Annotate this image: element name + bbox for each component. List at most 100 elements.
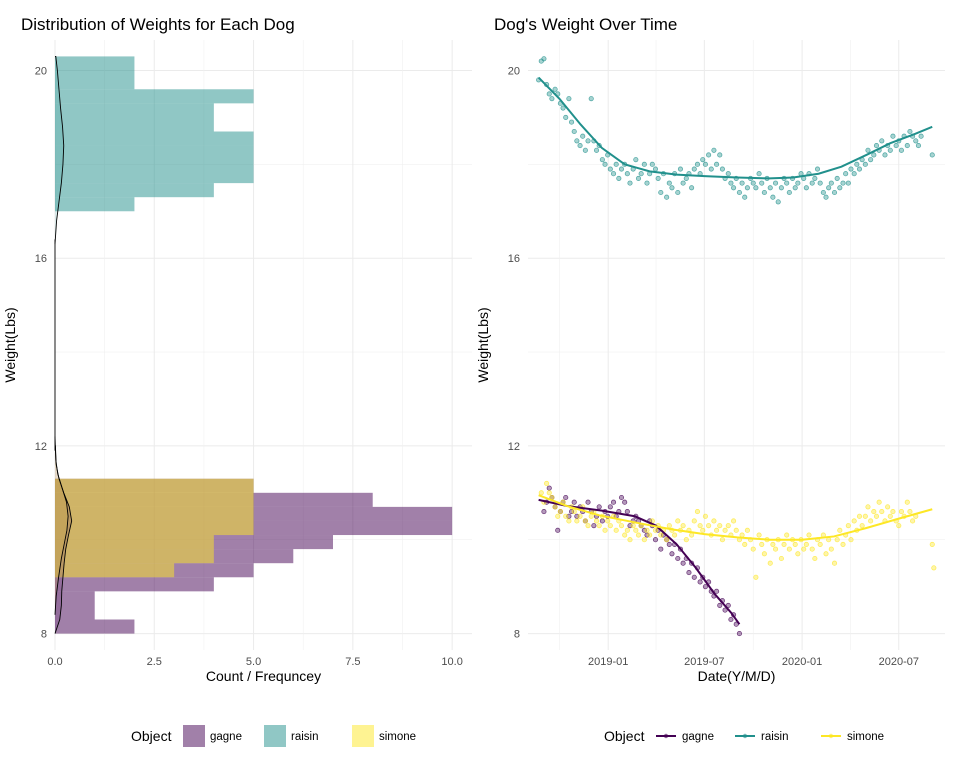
data-point-raisin <box>574 138 580 144</box>
data-point-simone <box>859 523 865 529</box>
x-axis-label: Count / Frequncey <box>206 668 321 684</box>
data-point-simone <box>812 555 818 562</box>
data-point-simone <box>571 509 577 515</box>
data-point-raisin <box>725 171 731 177</box>
data-point-simone <box>823 551 829 557</box>
data-point-raisin <box>826 185 832 191</box>
data-point-raisin <box>851 171 857 177</box>
legend-item-raisin: raisin <box>264 725 318 747</box>
data-point-simone <box>840 541 846 547</box>
data-point-raisin <box>588 96 594 102</box>
data-point-simone <box>647 532 653 538</box>
series-simone <box>538 480 937 580</box>
data-point-raisin <box>602 161 608 167</box>
legend-item-label: raisin <box>291 731 318 743</box>
data-point-raisin <box>856 166 863 172</box>
panel-histogram: 8 12 16 20 0.0 2.5 5.0 7.5 10.0 Distribution of W… <box>2 15 472 684</box>
data-point-simone <box>778 555 784 562</box>
density-curve-simone <box>54 436 69 615</box>
data-point-simone <box>750 546 756 552</box>
y-tick-label: 8 <box>514 629 520 641</box>
data-point-raisin <box>683 175 689 181</box>
legend-item-simone: simone <box>352 725 416 747</box>
data-point-simone <box>627 537 633 543</box>
data-point-raisin <box>624 171 630 177</box>
data-point-raisin <box>641 161 647 167</box>
data-point-simone <box>806 532 812 538</box>
data-point-raisin <box>761 189 767 196</box>
data-point-raisin <box>585 138 591 144</box>
data-point-raisin <box>882 152 888 158</box>
data-point-simone <box>635 532 642 538</box>
data-point-raisin <box>708 166 714 172</box>
data-point-gagne <box>571 499 577 505</box>
data-point-simone <box>546 490 552 496</box>
x-tick-label: 2019-07 <box>684 656 724 668</box>
legend-item-label: raisin <box>761 731 788 743</box>
data-point-gagne <box>624 509 630 515</box>
data-point-raisin <box>840 180 846 186</box>
data-point-simone <box>607 523 613 529</box>
data-point-simone <box>624 527 630 533</box>
histogram-bar-raisin <box>55 183 214 198</box>
data-point-simone <box>887 513 893 519</box>
data-point-simone <box>759 541 765 547</box>
data-point-raisin <box>817 180 823 186</box>
data-point-raisin <box>854 161 860 167</box>
data-point-simone <box>574 518 580 524</box>
data-point-simone <box>834 537 840 543</box>
data-point-simone <box>593 518 600 524</box>
legend-key-point <box>663 733 669 739</box>
data-point-raisin <box>728 180 734 186</box>
data-point-raisin <box>607 166 613 172</box>
data-point-raisin <box>714 161 720 167</box>
data-point-gagne <box>596 504 602 510</box>
data-point-raisin <box>638 171 644 177</box>
data-point-simone <box>731 518 737 524</box>
histogram-bar-simone <box>55 478 254 521</box>
legend-item-raisin: raisin <box>735 731 788 743</box>
data-point-raisin <box>580 133 586 139</box>
data-point-raisin <box>814 166 821 172</box>
data-point-simone <box>672 532 678 538</box>
data-point-gagne <box>722 607 728 613</box>
data-point-gagne <box>610 499 617 505</box>
data-point-simone <box>761 551 767 557</box>
data-point-gagne <box>686 570 692 576</box>
data-point-raisin <box>898 147 904 153</box>
data-point-raisin <box>569 119 575 125</box>
data-point-simone <box>719 537 725 543</box>
data-point-simone <box>585 523 591 529</box>
data-point-simone <box>717 523 723 529</box>
data-point-raisin <box>843 171 849 177</box>
data-point-simone <box>702 513 708 519</box>
data-point-simone <box>563 513 569 519</box>
data-point-simone <box>666 523 672 529</box>
data-point-simone <box>781 541 787 547</box>
data-point-raisin <box>845 180 851 186</box>
data-point-simone <box>856 513 863 519</box>
data-point-raisin <box>610 171 617 177</box>
y-tick-label: 20 <box>35 66 47 78</box>
data-point-simone <box>795 551 801 557</box>
data-point-raisin <box>702 161 708 167</box>
data-point-raisin <box>803 185 809 191</box>
data-point-raisin <box>736 189 742 196</box>
data-point-raisin <box>918 133 924 139</box>
data-point-raisin <box>929 152 935 158</box>
data-point-gagne <box>563 494 569 501</box>
legend-title: Object <box>131 728 172 744</box>
x-tick-label: 2020-01 <box>782 656 822 668</box>
data-point-simone <box>680 523 686 529</box>
data-point-raisin <box>664 194 670 200</box>
data-point-simone <box>725 523 731 529</box>
histogram-bar-simone <box>55 535 214 550</box>
data-point-raisin <box>770 194 776 200</box>
data-point-raisin <box>571 128 577 135</box>
data-point-raisin <box>706 152 712 158</box>
data-point-simone <box>675 518 681 524</box>
data-point-simone <box>879 509 885 515</box>
data-point-raisin <box>627 180 633 186</box>
legend-key-swatch <box>352 725 374 747</box>
data-point-raisin <box>792 185 798 191</box>
